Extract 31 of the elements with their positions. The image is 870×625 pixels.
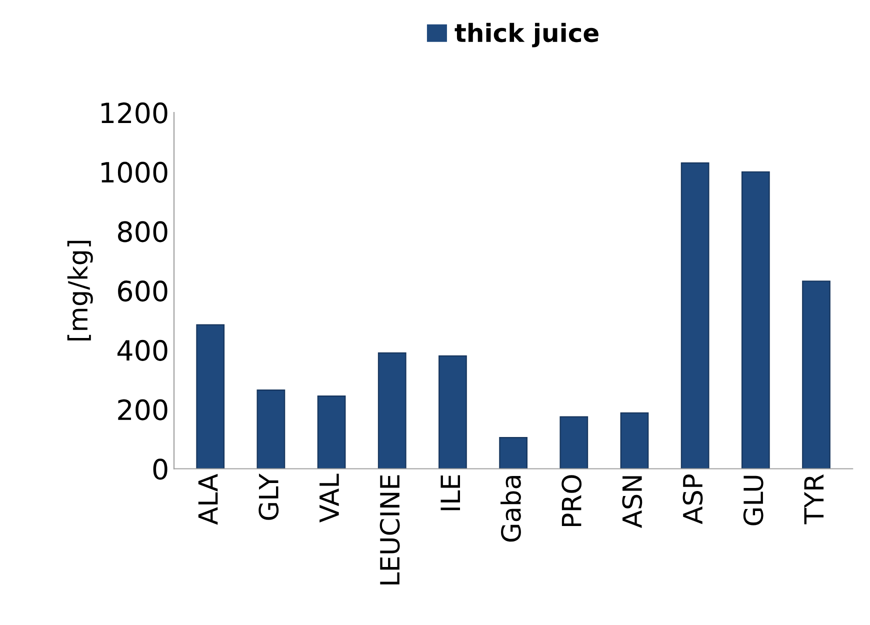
bar — [802, 280, 830, 469]
bar — [741, 171, 770, 469]
bar — [560, 416, 588, 469]
x-tick-label: ASP — [682, 474, 703, 524]
x-tick-label: GLY — [258, 474, 279, 520]
x-tick-label: TYR — [804, 474, 824, 524]
y-tick-label: 0 — [153, 458, 168, 480]
bar — [438, 355, 467, 469]
x-tick-label: LEUCINE — [380, 475, 400, 584]
y-axis-title: [mg/kg] — [67, 240, 93, 340]
y-tick-label: 1200 — [101, 102, 168, 124]
x-tick-label: GLU — [743, 476, 764, 526]
x-tick-label: VAL — [320, 474, 339, 523]
y-tick-label: 400 — [117, 340, 168, 361]
x-tick-label: ASN — [622, 476, 642, 528]
y-tick-label: 200 — [118, 399, 168, 420]
x-tick-label: PRO — [562, 475, 582, 526]
bar — [317, 395, 346, 469]
legend-label: thick juice — [454, 22, 598, 48]
x-tick-label: ALA — [198, 474, 218, 525]
bar — [196, 324, 225, 469]
x-tick-label: Gaba — [500, 476, 521, 542]
bar — [378, 352, 406, 469]
y-tick-label: 1000 — [101, 162, 168, 183]
y-tick-label: 800 — [118, 221, 168, 242]
bar — [499, 437, 528, 469]
bar — [680, 162, 710, 469]
bar — [620, 412, 649, 469]
y-tick-label: 600 — [118, 280, 168, 302]
bar — [256, 390, 286, 469]
x-tick-label: ILE — [440, 475, 460, 510]
